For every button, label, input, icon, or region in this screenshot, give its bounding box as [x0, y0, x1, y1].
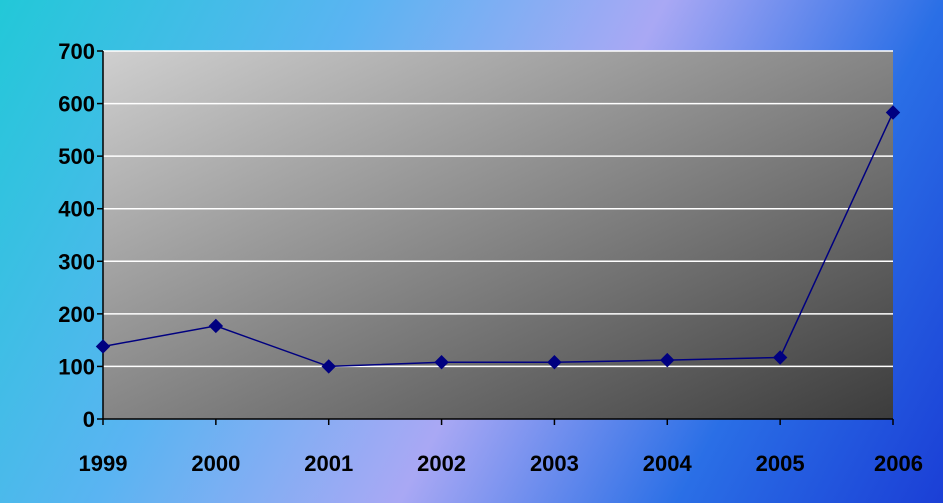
y-tick-label: 200 [58, 302, 95, 327]
y-tick-label: 500 [58, 144, 95, 169]
y-tick-label: 0 [83, 407, 95, 432]
data-point-marker [547, 355, 562, 370]
x-tick-label: 2005 [756, 451, 805, 476]
x-tick-label: 2001 [304, 451, 353, 476]
gridlines [103, 50, 893, 368]
y-tick-label: 600 [58, 92, 95, 117]
y-tick-label: 100 [58, 354, 95, 379]
x-tick-label: 1999 [79, 451, 128, 476]
data-point-marker [434, 355, 449, 370]
x-tick-label: 2002 [417, 451, 466, 476]
y-tick-label: 700 [58, 39, 95, 64]
data-point-marker [321, 359, 336, 374]
data-point-marker [885, 105, 901, 120]
x-axis-ticks: 1999 2000 2001 2002 2003 2004 2005 2006 [79, 419, 923, 476]
y-tick-label: 400 [58, 197, 95, 222]
series-line [102, 112, 894, 368]
x-tick-label: 2004 [643, 451, 693, 476]
y-tick-label: 300 [58, 249, 95, 274]
x-tick-label: 2003 [530, 451, 579, 476]
x-tick-label: 2006 [874, 451, 923, 476]
y-axis-ticks: 0 100 200 300 400 500 600 700 [58, 39, 103, 432]
axes [102, 51, 893, 420]
plot-area [103, 51, 893, 419]
data-point-marker [660, 352, 675, 368]
data-point-marker [208, 318, 224, 334]
x-tick-label: 2000 [191, 451, 240, 476]
data-point-marker [772, 350, 788, 365]
data-point-marker [95, 339, 111, 354]
series-layer [95, 105, 901, 374]
